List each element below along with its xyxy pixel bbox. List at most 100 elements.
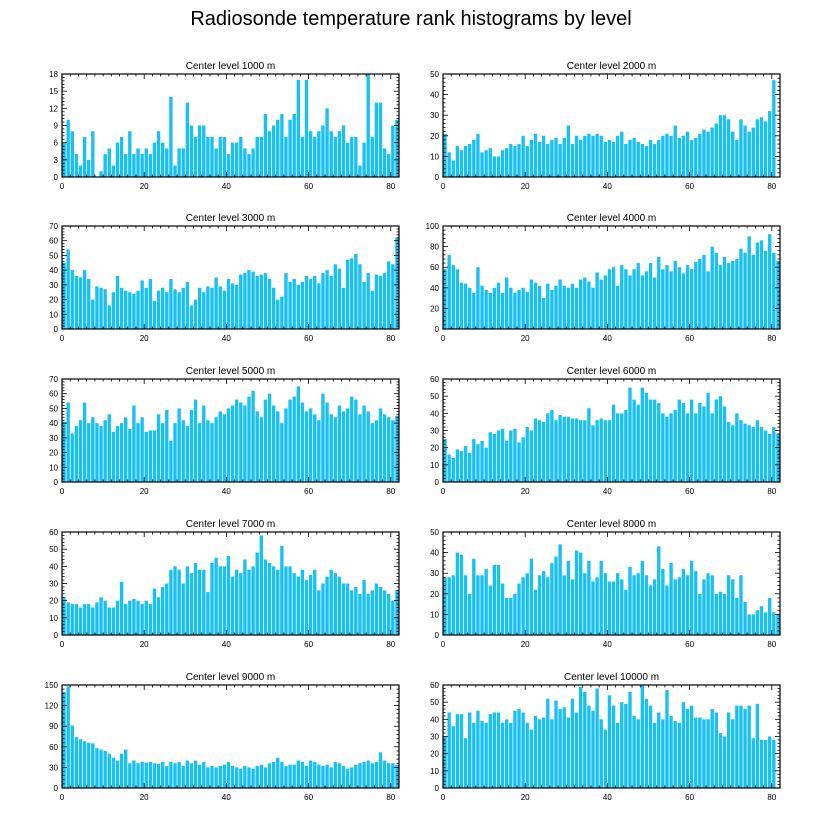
y-tick-label: 0 (435, 173, 440, 182)
histogram-bar (685, 131, 690, 177)
histogram-bar (358, 763, 362, 788)
histogram-bar (62, 691, 66, 788)
histogram-bar (247, 270, 251, 329)
histogram-bar (239, 402, 243, 482)
histogram-bar (185, 102, 190, 177)
histogram-bar (509, 430, 513, 482)
histogram-bar (370, 763, 374, 788)
histogram-bar (144, 148, 148, 177)
histogram-bar (632, 575, 636, 635)
histogram-bar (230, 576, 235, 635)
histogram-bar (173, 165, 177, 177)
histogram-bar (181, 287, 185, 329)
histogram-bar (665, 416, 669, 482)
histogram-bar (366, 74, 370, 177)
histogram-bar (472, 292, 476, 329)
histogram-bar (206, 592, 210, 635)
histogram-bar (558, 415, 562, 482)
histogram-bar (772, 427, 776, 482)
histogram-bar (115, 760, 120, 788)
histogram-bar (620, 265, 624, 329)
histogram-bar (747, 131, 751, 177)
y-tick-label: 60 (49, 390, 58, 399)
histogram-bar (300, 569, 305, 635)
histogram-bar (496, 282, 501, 329)
histogram-bar (70, 433, 74, 482)
x-tick-label: 20 (521, 640, 530, 649)
histogram-bar (685, 575, 690, 635)
histogram-bar (251, 768, 255, 788)
histogram-bar (476, 710, 480, 788)
histogram-bar (739, 420, 743, 482)
histogram-bar (665, 690, 669, 788)
histogram-bar (546, 144, 550, 177)
histogram-bar (197, 125, 202, 177)
histogram-bar (566, 717, 571, 788)
histogram-bar (239, 136, 243, 177)
y-tick-label: 40 (49, 419, 58, 428)
histogram-bar (169, 440, 173, 482)
histogram-bar (566, 416, 571, 482)
histogram-bar (476, 133, 480, 177)
histogram-bar (87, 159, 91, 177)
histogram-bar (607, 269, 612, 329)
histogram-bar (505, 148, 509, 177)
histogram-bar (546, 698, 550, 788)
histogram-bar (607, 420, 612, 482)
histogram-bar (468, 712, 472, 788)
histogram-bar (624, 703, 628, 788)
histogram-bar (599, 560, 603, 635)
histogram-bar (362, 580, 366, 635)
histogram-bar (345, 408, 350, 482)
histogram-bar (550, 139, 554, 177)
histogram-bar (578, 279, 583, 329)
histogram-bar (710, 127, 714, 177)
histogram-bar (505, 440, 509, 482)
histogram-bar (308, 574, 313, 635)
histogram-bar (300, 761, 305, 788)
histogram-bar (735, 597, 739, 635)
histogram-bar (152, 142, 157, 177)
histogram-bar (202, 405, 206, 482)
histogram-bar (739, 575, 743, 635)
histogram-bar (570, 418, 575, 482)
histogram-bar (578, 552, 583, 635)
histogram-bar (657, 546, 661, 635)
histogram-bar (337, 268, 342, 329)
histogram-bar (591, 425, 595, 482)
histogram-bar (447, 577, 451, 635)
histogram-bar (768, 234, 772, 329)
histogram-bar (554, 420, 558, 482)
histogram-bar (124, 154, 128, 177)
y-tick-label: 9 (54, 122, 59, 131)
histogram-bar (161, 586, 165, 635)
histogram-bar (304, 580, 309, 635)
histogram-bar (99, 597, 103, 635)
histogram-bar (78, 739, 83, 788)
histogram-bar (391, 125, 395, 177)
histogram-bar (95, 423, 99, 482)
histogram-bar (513, 710, 517, 788)
histogram-bar (611, 267, 616, 329)
histogram-panel: Center level 7000 m 0 20 40 60 80 0 10 20 30 40 50 6… (49, 519, 400, 649)
histogram-bar (366, 411, 370, 482)
histogram-bar (681, 273, 686, 329)
histogram-bar (197, 423, 202, 482)
histogram-bar (362, 142, 366, 177)
histogram-bar (136, 148, 140, 177)
histogram-bar (562, 285, 566, 329)
histogram-bar (156, 131, 161, 177)
histogram-bar (91, 299, 95, 329)
y-tick-label: 50 (430, 698, 439, 707)
histogram-bar (694, 137, 698, 177)
histogram-bar (128, 429, 132, 482)
histogram-bar (350, 136, 354, 177)
histogram-bar (280, 761, 284, 788)
histogram-bar (648, 585, 653, 635)
histogram-bar (222, 290, 227, 329)
histogram-bar (689, 705, 694, 788)
histogram-bar (230, 142, 235, 177)
histogram-bar (259, 764, 264, 788)
histogram-bar (74, 154, 79, 177)
histogram-bar (500, 583, 505, 635)
